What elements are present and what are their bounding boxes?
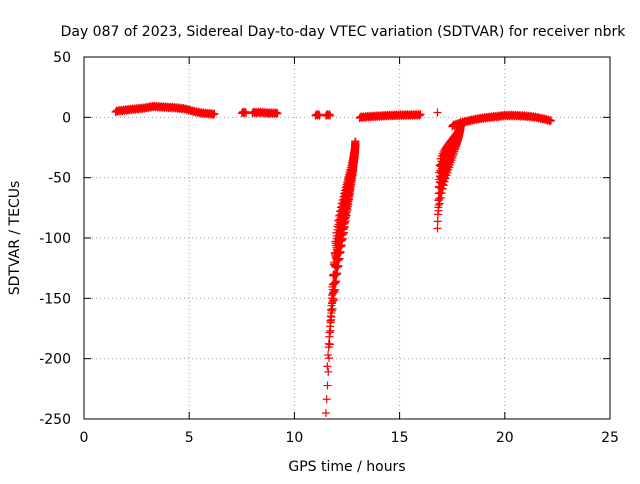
data-point [337,199,346,208]
data-point [330,248,339,257]
data-point [434,189,443,198]
data-point [208,110,217,119]
data-point [331,237,340,246]
data-point [435,168,444,177]
data-point [273,109,282,118]
data-point [434,182,443,191]
chart-title: Day 087 of 2023, Sidereal Day-to-day VTE… [61,24,627,40]
data-point [333,222,342,231]
data-point [433,108,442,117]
data-point [438,149,447,158]
data-point [328,299,337,308]
data-point [326,305,335,314]
data-point [327,312,336,321]
x-tick-label: 0 [80,430,89,446]
y-tick-label: 0 [62,110,71,126]
y-axis-label: SDTVAR / TECUs [7,181,23,296]
y-tick-label: -150 [39,291,71,307]
data-point [209,110,218,119]
data-point [416,110,425,119]
data-point [326,111,335,120]
y-tick-label: -100 [39,231,71,247]
data-point [335,211,344,220]
data-point [324,367,333,376]
data-point [325,340,334,349]
data-point [433,210,442,219]
x-tick-label: 20 [496,430,514,446]
data-point [415,111,424,120]
x-tick-label: 5 [185,430,194,446]
data-point [324,110,333,119]
data-point [415,110,424,119]
data-point [328,285,337,294]
data-point [434,196,443,205]
data-point [433,224,442,233]
y-tick-label: -250 [39,412,71,428]
y-tick-label: -50 [48,171,71,187]
data-point [326,316,335,325]
data-point [433,217,442,226]
data-point [210,109,219,118]
data-point [332,228,341,237]
x-axis-label: GPS time / hours [288,459,405,475]
data-point [330,258,339,267]
data-point [329,271,338,280]
y-tick-label: 50 [53,50,71,66]
data-point [322,395,331,404]
data-point [324,339,333,348]
data-point [338,196,347,205]
x-tick-label: 10 [285,430,303,446]
data-point [456,121,465,130]
data-point [321,408,330,417]
data-point [351,137,360,146]
data-point [435,161,444,170]
data-point [325,354,334,363]
data-point [323,362,332,371]
data-point [314,110,323,119]
data-point [336,203,345,212]
x-tick-label: 15 [391,430,409,446]
data-point [435,175,444,184]
x-tick-label: 25 [601,430,619,446]
data-point [335,207,344,216]
data-layer [111,101,556,417]
data-point [323,381,332,390]
tick-layer: 0 5 10 15 20 25 50 0 -50 -100 -150 -200 -250 [39,50,619,446]
data-point [272,109,281,118]
data-point [240,108,249,117]
y-tick-label: -200 [39,352,71,368]
data-point [334,216,343,225]
data-point [325,328,334,337]
data-point [241,107,250,116]
data-point [272,108,281,117]
data-point [547,116,556,125]
data-point [325,110,334,119]
data-point [326,326,335,335]
data-point [314,110,323,119]
data-point [434,203,443,212]
